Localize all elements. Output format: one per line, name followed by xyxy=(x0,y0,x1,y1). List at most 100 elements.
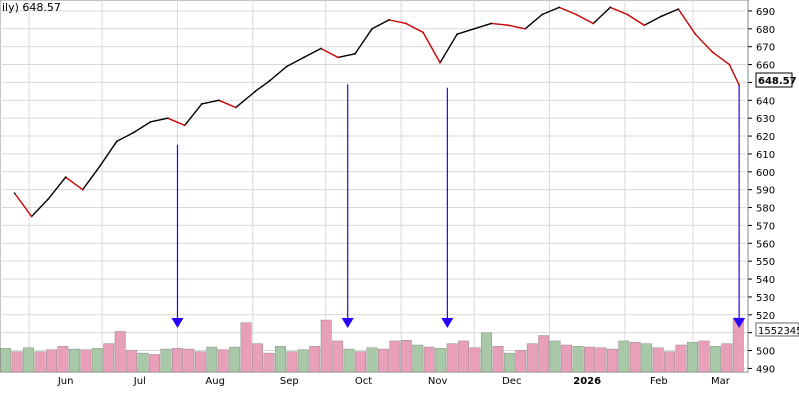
volume-bar xyxy=(400,340,412,373)
volume-bar xyxy=(263,352,275,373)
volume-bar xyxy=(687,342,698,373)
price-point xyxy=(64,176,67,179)
volume-bar xyxy=(629,342,641,373)
volume-bar xyxy=(606,348,618,373)
price-point xyxy=(337,56,339,59)
volume-bar xyxy=(492,346,504,373)
volume-bar xyxy=(481,332,492,373)
volume-bar xyxy=(217,349,229,373)
x-tick-label: Jun xyxy=(57,376,74,387)
volume-bar xyxy=(515,350,527,373)
volume-bar xyxy=(423,346,435,373)
volume-bar xyxy=(469,347,481,373)
price-point xyxy=(115,140,118,143)
price-segment xyxy=(677,8,697,35)
volume-bar xyxy=(355,351,366,373)
volume-bar xyxy=(91,348,103,373)
y-tick-label: 520 xyxy=(756,311,775,322)
volume-bars xyxy=(0,317,744,373)
price-segment xyxy=(133,121,152,134)
volume-bar xyxy=(664,351,676,373)
volume-bar xyxy=(389,340,401,373)
price-segment xyxy=(728,63,740,86)
volume-bar xyxy=(435,348,447,373)
volume-bar xyxy=(34,351,46,373)
price-segment xyxy=(354,28,373,55)
volume-bar xyxy=(675,344,687,373)
volume-bar xyxy=(721,343,733,373)
price-point xyxy=(473,27,476,30)
price-segment xyxy=(524,13,543,30)
volume-bar xyxy=(366,347,378,373)
price-segment xyxy=(405,22,424,34)
price-point xyxy=(268,79,271,82)
y-tick-label: 600 xyxy=(756,168,775,179)
price-segment xyxy=(337,53,356,59)
volume-bar xyxy=(526,343,538,373)
y-tick-label: 590 xyxy=(756,186,775,197)
volume-bar xyxy=(320,319,332,373)
price-segment xyxy=(116,131,135,143)
volume-bar xyxy=(23,347,35,373)
grid-lines xyxy=(0,0,748,372)
svg-text:1552345: 1552345 xyxy=(758,326,799,337)
volume-bar xyxy=(275,346,286,373)
y-tick-label: 660 xyxy=(756,61,775,72)
price-point xyxy=(286,65,288,68)
volume-bar xyxy=(297,349,309,373)
volume-bar xyxy=(503,352,515,373)
volume-bar xyxy=(309,346,321,373)
price-point xyxy=(405,22,407,25)
price-segment xyxy=(660,8,680,17)
price-point xyxy=(643,24,646,27)
x-tick-label: Jul xyxy=(133,376,146,387)
svg-text:648.57: 648.57 xyxy=(758,76,797,87)
highlight-arrows xyxy=(171,84,746,328)
price-segment xyxy=(81,165,101,191)
volume-bar xyxy=(194,351,206,373)
price-point xyxy=(609,6,612,9)
volume-bar xyxy=(103,343,115,373)
y-tick-label: 670 xyxy=(756,43,775,54)
price-segment xyxy=(150,117,169,123)
price-point xyxy=(592,22,595,25)
y-tick-label: 680 xyxy=(756,25,775,36)
volume-bar xyxy=(46,349,57,373)
price-point xyxy=(575,13,578,16)
price-point xyxy=(541,13,544,16)
volume-bar xyxy=(0,348,12,373)
x-axis: Jun Jul Aug Sep Oct Nov Dec 2026 Feb Mar xyxy=(57,376,731,387)
price-point xyxy=(626,13,629,16)
price-point xyxy=(13,192,16,195)
chart-title: ily) 648.57 xyxy=(2,1,61,14)
y-tick-label: 610 xyxy=(756,150,775,161)
price-segment xyxy=(218,99,237,109)
price-segment xyxy=(269,65,288,82)
price-segment xyxy=(254,79,271,93)
price-segment xyxy=(643,15,663,26)
y-tick-label: 550 xyxy=(756,257,775,268)
y-tick-label: 640 xyxy=(756,96,775,107)
volume-bar xyxy=(114,331,126,373)
volume-bar xyxy=(286,351,298,373)
price-segment xyxy=(558,6,577,16)
price-point xyxy=(422,31,424,34)
current-volume-badge: 1552345 xyxy=(755,322,799,337)
volume-bar xyxy=(160,348,172,373)
volume-bar xyxy=(709,346,721,373)
price-segment xyxy=(30,197,50,218)
price-point xyxy=(320,47,322,50)
price-point xyxy=(388,18,390,21)
volume-bar xyxy=(149,354,160,373)
volume-bar xyxy=(698,340,710,373)
price-segment xyxy=(13,192,33,218)
volume-bar xyxy=(561,344,573,373)
price-point xyxy=(354,52,356,55)
x-tick-label: Dec xyxy=(502,376,521,387)
price-point xyxy=(183,124,186,127)
price-segment xyxy=(541,6,560,16)
price-point xyxy=(98,165,101,168)
volume-bar xyxy=(584,346,595,373)
price-segment xyxy=(473,22,492,30)
y-tick-label: 570 xyxy=(756,221,775,232)
